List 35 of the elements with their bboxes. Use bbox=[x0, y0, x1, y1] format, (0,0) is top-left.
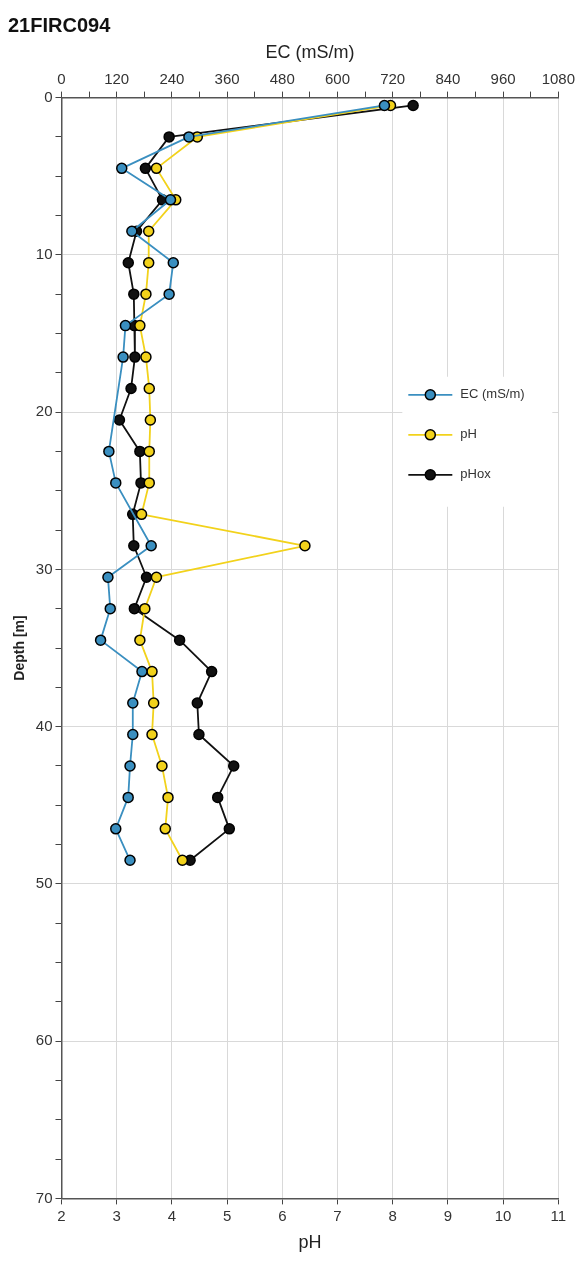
x2-tick-label: 360 bbox=[214, 69, 240, 87]
y-tick-label: 40 bbox=[35, 716, 53, 734]
y-tick-label: 60 bbox=[35, 1031, 53, 1049]
x2-tick-label: 720 bbox=[380, 69, 406, 87]
x-tick-label: 7 bbox=[333, 1206, 342, 1224]
x-tick-label: 3 bbox=[112, 1206, 121, 1224]
legend-label: EC (mS/m) bbox=[460, 386, 525, 402]
x2-tick-label: 120 bbox=[104, 69, 130, 87]
legend-label: pH bbox=[460, 426, 477, 442]
x-tick-label: 9 bbox=[443, 1206, 453, 1224]
x2-axis-title: EC (mS/m) bbox=[265, 41, 355, 62]
x-tick-label: 4 bbox=[167, 1206, 177, 1224]
x2-tick-label: 600 bbox=[324, 69, 351, 87]
chart-title: 21FIRC094 bbox=[8, 13, 112, 36]
y-tick-label: 10 bbox=[35, 245, 53, 262]
x-tick-label: 5 bbox=[222, 1206, 232, 1224]
y-tick-label: 30 bbox=[35, 559, 53, 577]
x-tick-label: 6 bbox=[278, 1206, 287, 1224]
x-axis-title: pH bbox=[298, 1232, 322, 1253]
y-tick-label: 70 bbox=[35, 1188, 53, 1206]
x2-tick-label: 240 bbox=[159, 69, 185, 87]
x2-tick-label: 480 bbox=[269, 69, 295, 87]
y-tick-label: 50 bbox=[35, 874, 53, 892]
x-tick-label: 8 bbox=[388, 1206, 397, 1224]
y-tick-label: 0 bbox=[44, 87, 53, 105]
x-tick-label: 10 bbox=[494, 1206, 512, 1224]
legend-label: pHox bbox=[460, 466, 492, 482]
y-tick-label: 20 bbox=[35, 402, 53, 420]
x2-tick-label: 840 bbox=[435, 69, 461, 87]
x2-tick-label: 0 bbox=[57, 69, 66, 87]
x-tick-label: 11 bbox=[550, 1206, 567, 1224]
x2-tick-label: 960 bbox=[490, 69, 516, 87]
x2-tick-label: 1080 bbox=[541, 69, 575, 87]
x-tick-label: 2 bbox=[57, 1206, 66, 1224]
y-axis-title: Depth [m] bbox=[11, 615, 28, 681]
